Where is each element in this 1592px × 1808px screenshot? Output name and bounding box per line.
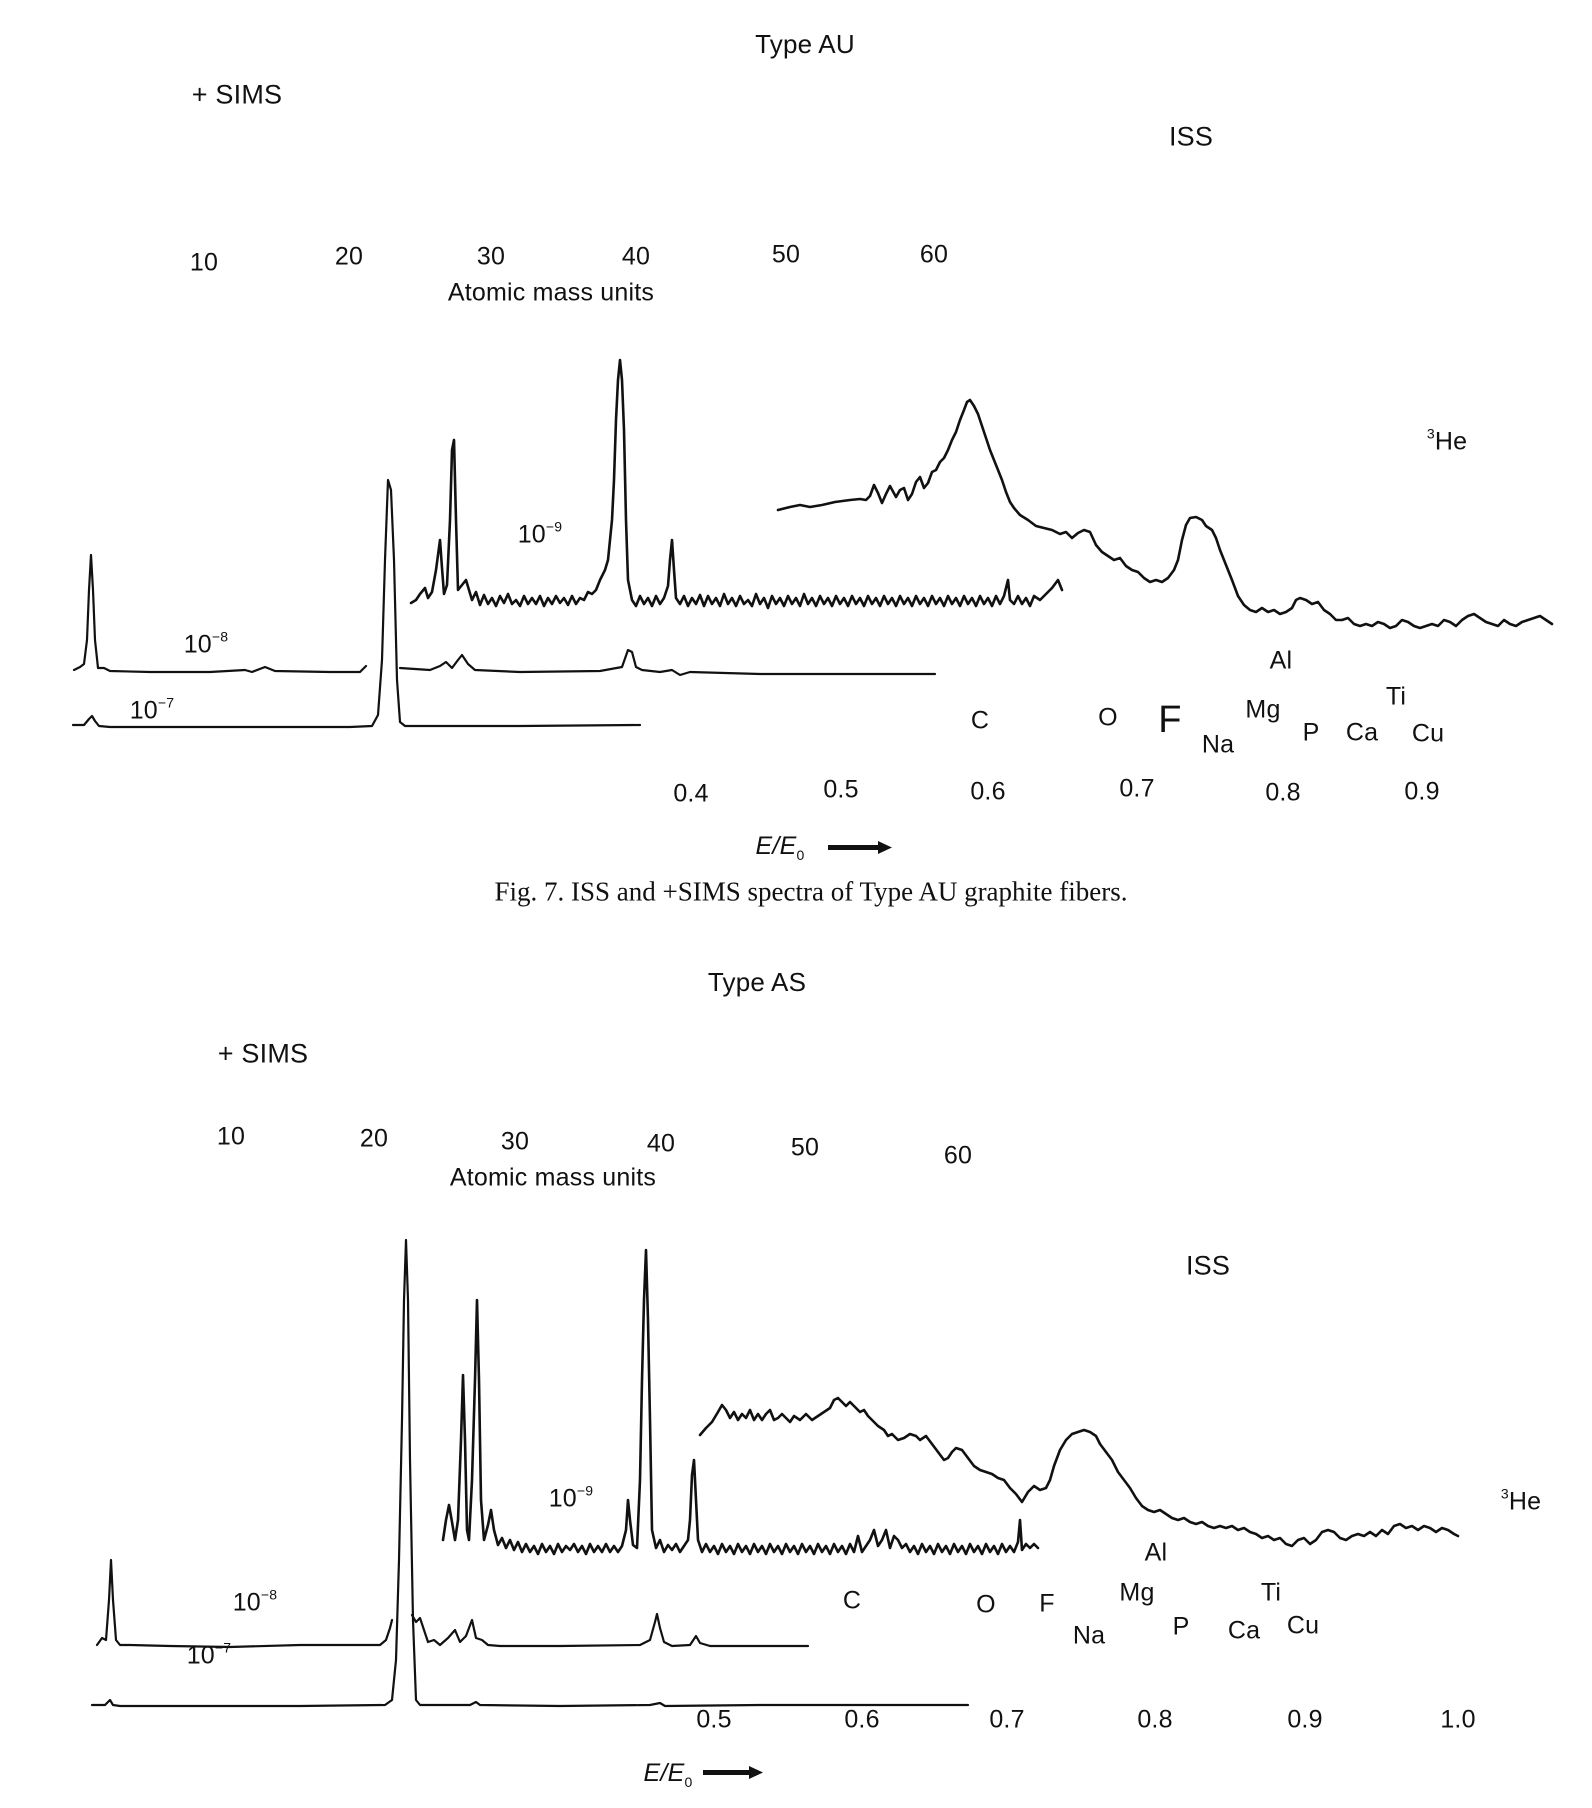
energy-tick: 0.8 xyxy=(1265,778,1301,807)
scale-label-1e-9: 10−9 xyxy=(548,1482,594,1513)
amu-tick: 30 xyxy=(500,1127,530,1156)
energy-tick: 0.6 xyxy=(844,1705,880,1734)
amu-axis-label: Atomic mass units xyxy=(447,278,655,307)
as-sims-trace-1e-7 xyxy=(90,1238,970,1708)
amu-tick: 10 xyxy=(216,1122,246,1151)
energy-tick: 0.4 xyxy=(673,779,709,808)
energy-tick: 0.5 xyxy=(696,1705,732,1734)
element-label-c: C xyxy=(842,1586,862,1615)
sims-label: + SIMS xyxy=(191,79,283,110)
amu-tick: 40 xyxy=(621,242,651,271)
element-label-cu: Cu xyxy=(1411,719,1445,748)
element-label-ca: Ca xyxy=(1227,1616,1261,1645)
amu-tick: 20 xyxy=(334,242,364,271)
element-label-al: Al xyxy=(1269,646,1293,675)
scale-label-1e-8: 10−8 xyxy=(232,1586,278,1617)
as-sims-trace-1e-8-b xyxy=(410,1612,810,1648)
element-label-p: P xyxy=(1302,718,1320,747)
he3-label: 3He xyxy=(1426,425,1468,456)
element-label-o: O xyxy=(976,1590,996,1619)
element-label-al: Al xyxy=(1144,1538,1168,1567)
amu-tick: 60 xyxy=(943,1141,973,1170)
element-label-p: P xyxy=(1172,1612,1190,1641)
energy-tick: 1.0 xyxy=(1440,1705,1476,1734)
sims-label: + SIMS xyxy=(217,1038,309,1069)
au-iss-trace xyxy=(776,398,1554,630)
amu-axis-label: Atomic mass units xyxy=(449,1163,657,1192)
figure-caption: Fig. 7. ISS and +SIMS spectra of Type AU… xyxy=(494,876,1128,907)
iss-label: ISS xyxy=(1168,121,1214,152)
energy-tick: 0.8 xyxy=(1137,1705,1173,1734)
scale-label-1e-7: 10−7 xyxy=(186,1639,232,1670)
iss-label: ISS xyxy=(1185,1250,1231,1281)
element-label-o: O xyxy=(1098,703,1118,732)
au-sims-trace-1e-9 xyxy=(409,358,1064,610)
element-label-f: F xyxy=(1039,1589,1055,1618)
amu-tick: 40 xyxy=(646,1129,676,1158)
as-energy-arrow-icon xyxy=(703,1766,763,1779)
amu-tick: 20 xyxy=(359,1124,389,1153)
as-iss-trace xyxy=(698,1396,1460,1548)
energy-tick: 0.9 xyxy=(1404,777,1440,806)
element-label-ti: Ti xyxy=(1385,682,1407,711)
scale-label-1e-7: 10−7 xyxy=(129,694,175,725)
element-label-mg: Mg xyxy=(1119,1578,1155,1607)
scale-label-1e-9: 10−9 xyxy=(517,518,563,549)
energy-axis-label: E/E0 xyxy=(755,832,805,863)
energy-tick: 0.7 xyxy=(989,1705,1025,1734)
energy-axis-label: E/E0 xyxy=(643,1759,693,1790)
au-sims-trace-1e-7 xyxy=(71,478,642,729)
figure-title: Type AS xyxy=(707,967,807,997)
amu-tick: 60 xyxy=(919,240,949,269)
amu-tick: 30 xyxy=(476,242,506,271)
au-sims-trace-1e-8-b xyxy=(398,648,937,677)
energy-tick: 0.7 xyxy=(1119,774,1155,803)
amu-tick: 10 xyxy=(189,248,219,277)
amu-tick: 50 xyxy=(790,1133,820,1162)
element-label-ti: Ti xyxy=(1260,1578,1282,1607)
scale-label-1e-8: 10−8 xyxy=(183,628,229,659)
element-label-c: C xyxy=(970,706,990,735)
element-label-cu: Cu xyxy=(1286,1611,1320,1640)
element-label-ca: Ca xyxy=(1345,718,1379,747)
au-energy-arrow-icon xyxy=(828,841,892,854)
element-label-mg: Mg xyxy=(1245,695,1281,724)
energy-tick: 0.6 xyxy=(970,777,1006,806)
as-sims-trace-1e-8 xyxy=(95,1558,394,1649)
element-label-f: F xyxy=(1158,699,1182,741)
energy-tick: 0.5 xyxy=(823,775,859,804)
as-sims-trace-1e-9 xyxy=(441,1248,1040,1556)
amu-tick: 50 xyxy=(771,240,801,269)
he3-label: 3He xyxy=(1500,1485,1542,1516)
element-label-na: Na xyxy=(1072,1621,1106,1650)
figure-title: Type AU xyxy=(755,29,855,59)
au-sims-trace-1e-8-a xyxy=(72,553,368,674)
element-label-na: Na xyxy=(1201,730,1235,759)
energy-tick: 0.9 xyxy=(1287,1705,1323,1734)
